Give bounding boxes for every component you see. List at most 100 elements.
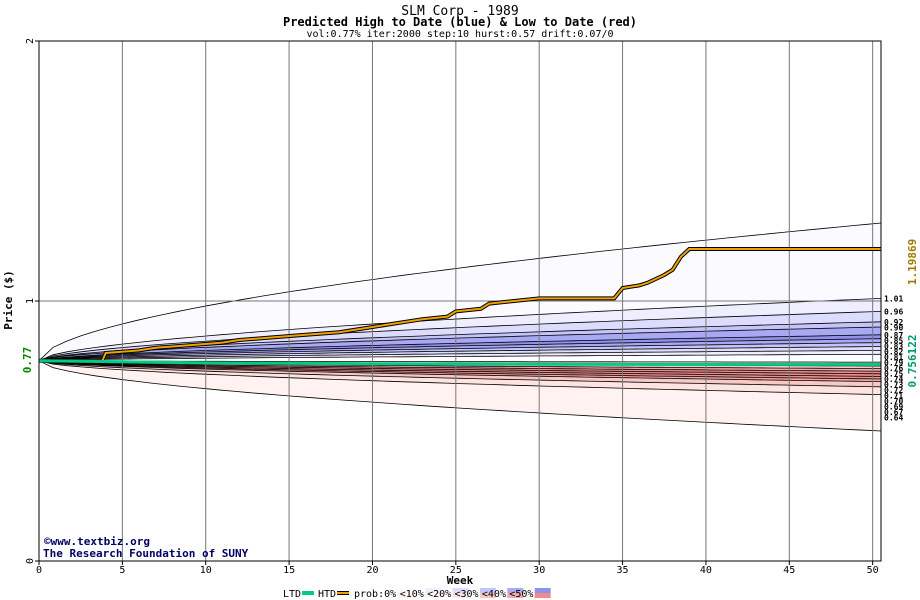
level-label: 1.01 (884, 294, 903, 303)
x-tick-label: 0 (36, 565, 42, 576)
legend: LTD HTD prob:0% <10% <20% <30% <40% <50% (283, 588, 551, 600)
x-tick-label: 20 (366, 565, 378, 576)
low-probability-band (39, 360, 881, 431)
low-probability-band (39, 360, 881, 387)
x-tick-label: 35 (617, 565, 629, 576)
low-band-boundary (38, 360, 882, 372)
level-label: 0.76 (884, 364, 903, 373)
high-band-boundary (38, 334, 882, 362)
start-price-label: 0.77 (21, 347, 34, 374)
level-label: 0.71 (884, 391, 903, 400)
level-label: 0.85 (884, 336, 903, 345)
high-value-label: 1.19869 (906, 239, 919, 285)
level-label: 0.69 (884, 402, 903, 411)
high-probability-band (39, 350, 881, 361)
high-band-boundary (38, 222, 882, 362)
level-label: 0.81 (884, 353, 903, 362)
level-label: 0.83 (884, 342, 903, 351)
legend-band-label: <50% (509, 589, 533, 600)
high-probability-band (39, 223, 881, 361)
chart-title: SLM Corp - 1989 (401, 4, 518, 19)
low-probability-band (39, 360, 881, 395)
simulation-params: vol:0.77% iter:2000 step:10 hurst:0.57 d… (306, 29, 613, 40)
low-band-boundary (38, 360, 882, 382)
level-label: 0.70 (884, 397, 903, 406)
legend-band-swatch-red (452, 593, 469, 598)
high-band-boundary (38, 346, 882, 362)
high-probability-band (39, 327, 881, 361)
level-label: 0.79 (884, 358, 903, 367)
legend-band-swatch-red (534, 593, 551, 598)
legend-ltd-swatch (302, 591, 314, 595)
low-band-boundary (38, 360, 882, 432)
level-label: 0.73 (884, 380, 903, 389)
high-band-boundary (38, 338, 882, 362)
credit-website: ©www.textbiz.org (44, 535, 150, 548)
low-band-boundary (38, 360, 882, 377)
level-label: 0.67 (884, 408, 903, 417)
level-label: 0.75 (884, 369, 903, 378)
level-label: 0.96 (884, 307, 903, 316)
level-label: 0.82 (884, 347, 903, 356)
x-axis-label: Week (447, 574, 474, 587)
level-label: 0.90 (884, 323, 903, 332)
high-band-boundary (38, 342, 882, 362)
htd-line (39, 248, 881, 362)
low-probability-band (39, 360, 881, 377)
x-tick-label: 10 (200, 565, 212, 576)
y-axis-label: Price ($) (2, 270, 15, 330)
chart-subtitle: Predicted High to Date (blue) & Low to D… (283, 15, 637, 29)
high-band-boundary (38, 353, 882, 362)
level-label: 0.74 (884, 375, 903, 384)
legend-htd-swatch (337, 592, 349, 594)
high-band-boundary (38, 311, 882, 362)
legend-htd-label: HTD (318, 589, 336, 600)
legend-band-label: <30% (455, 589, 479, 600)
low-probability-band (39, 360, 881, 374)
series-layer (38, 247, 881, 366)
legend-band-swatch-blue (425, 588, 442, 593)
high-probability-band (39, 342, 881, 361)
high-probability-band (39, 298, 881, 361)
level-label: 0.64 (884, 413, 903, 422)
legend-ltd-label: LTD (283, 589, 301, 600)
high-band-boundary (38, 350, 882, 362)
y-tick-label: 2 (25, 38, 36, 44)
ltd-line (38, 359, 881, 366)
high-band-boundary (38, 298, 882, 362)
legend-band-swatch-blue (534, 588, 551, 593)
credit-org: The Research Foundation of SUNY (43, 547, 249, 560)
y-tick-label: 1 (25, 298, 36, 304)
legend-band-swatch-blue (397, 588, 414, 593)
high-probability-band (39, 338, 881, 361)
x-tick-label: 40 (700, 565, 712, 576)
low-probability-band (39, 360, 881, 372)
legend-band-swatch-blue (507, 588, 524, 593)
grid (39, 41, 881, 561)
copyright-icon: © (44, 535, 51, 548)
x-tick-label: 50 (867, 565, 879, 576)
x-tick-label: 30 (533, 565, 545, 576)
legend-band-swatch-blue (479, 588, 496, 593)
legend-band-label: prob:0% (354, 589, 396, 600)
high-probability-band (39, 321, 881, 361)
x-tick-label: 45 (783, 565, 795, 576)
legend-band-label: <20% (427, 589, 451, 600)
level-label: 0.72 (884, 386, 903, 395)
low-probability-band (39, 360, 881, 379)
low-band-boundary (38, 360, 882, 395)
legend-band-label: <10% (400, 589, 424, 600)
level-labels: 1.01 0.96 0.920.900.870.850.830.820.810.79… (884, 294, 903, 422)
legend-band-swatch-red (397, 593, 414, 598)
legend-band-swatch-red (507, 593, 524, 598)
legend-band-label: <40% (482, 589, 506, 600)
high-probability-band (39, 311, 881, 361)
low-value-label: 0.756122 (906, 335, 919, 388)
low-band-boundary (38, 360, 882, 380)
credit-website-text: www.textbiz.org (51, 535, 150, 548)
low-band-boundary (38, 360, 882, 388)
level-label: 0.92 (884, 318, 903, 327)
high-probability-band (39, 334, 881, 361)
low-band-boundary (38, 360, 882, 375)
